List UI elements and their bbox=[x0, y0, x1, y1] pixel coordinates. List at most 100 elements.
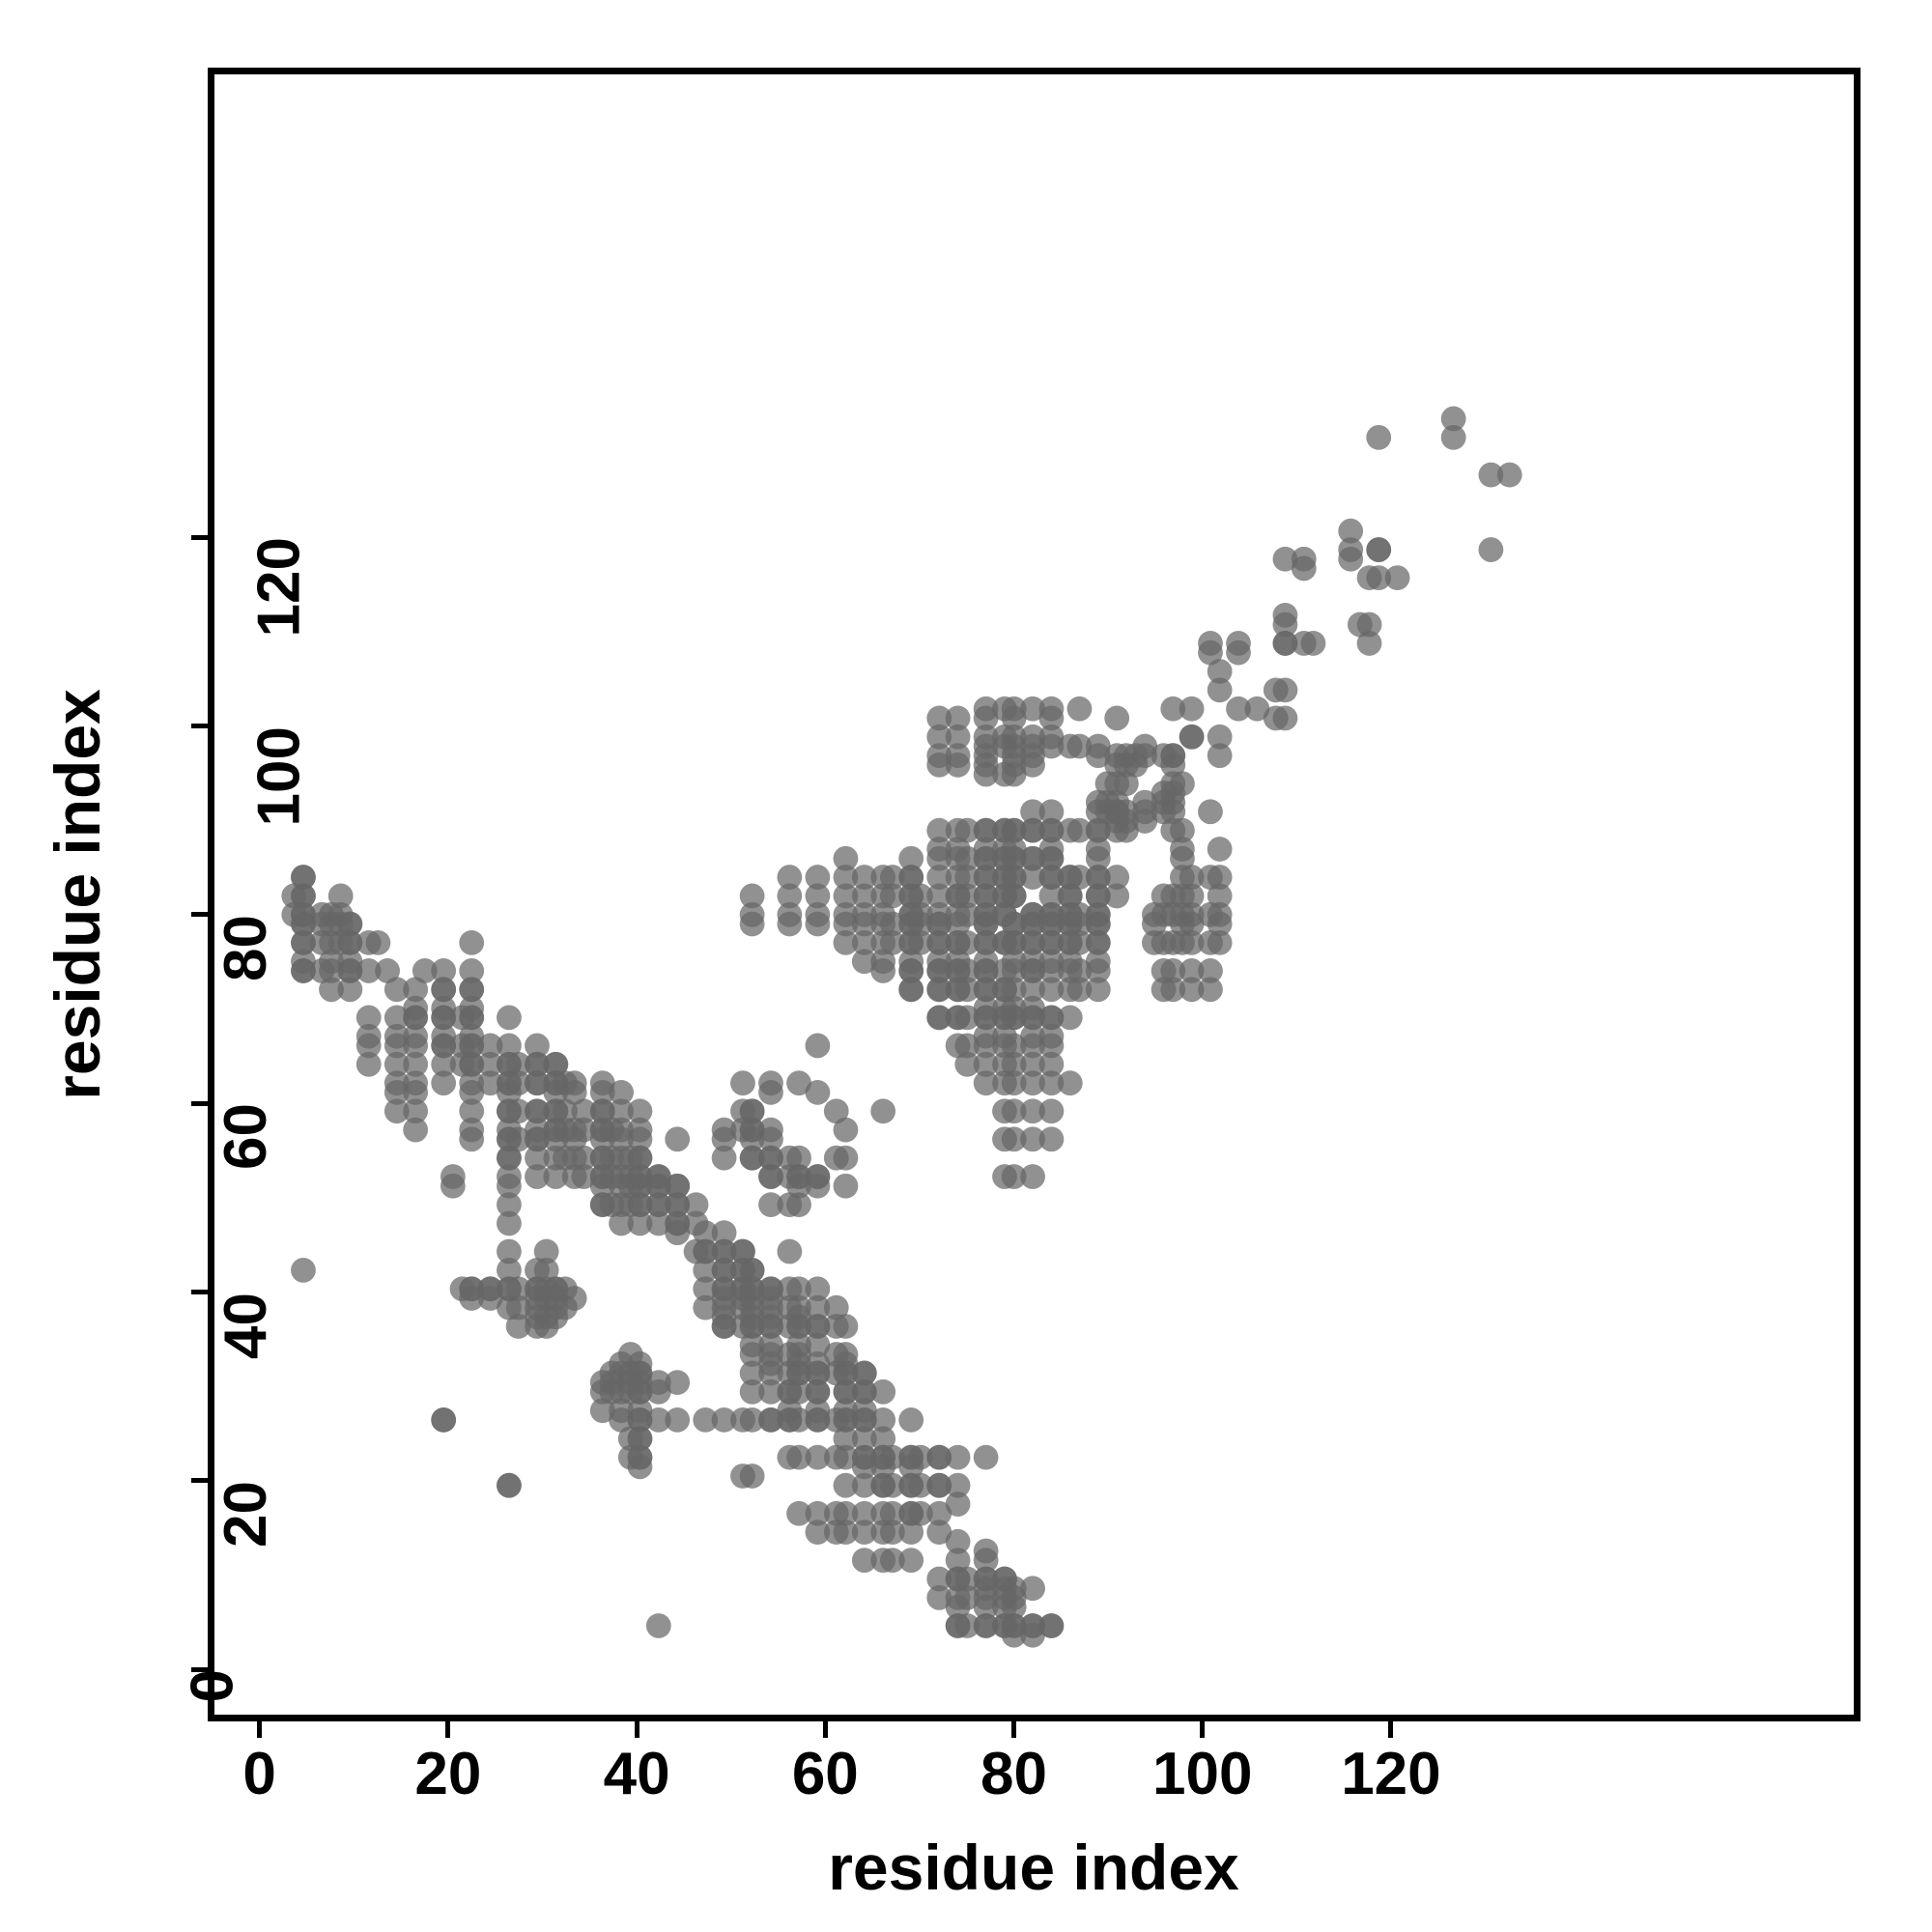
contact-point bbox=[1020, 845, 1045, 871]
contact-point bbox=[973, 865, 999, 890]
contact-point bbox=[683, 1192, 709, 1217]
contact-point bbox=[1066, 865, 1093, 890]
contact-point bbox=[739, 1360, 765, 1386]
contact-point bbox=[1066, 911, 1093, 937]
contact-point bbox=[739, 1342, 765, 1367]
contact-point bbox=[1160, 977, 1186, 1003]
contact-point bbox=[1179, 865, 1205, 890]
contact-point bbox=[1057, 1070, 1083, 1096]
x-tick-60 bbox=[822, 1721, 828, 1738]
contact-point bbox=[898, 1406, 924, 1433]
contact-point bbox=[412, 958, 438, 983]
contact-point bbox=[870, 929, 896, 955]
contact-point bbox=[431, 977, 457, 1003]
contact-point bbox=[954, 1033, 980, 1059]
contact-point bbox=[525, 1070, 550, 1096]
x-tick-label-0: 0 bbox=[242, 1741, 276, 1807]
contact-point bbox=[1001, 949, 1027, 975]
contact-point bbox=[898, 977, 924, 1003]
contact-point bbox=[1198, 639, 1223, 666]
contact-point bbox=[1020, 1576, 1045, 1602]
contact-point bbox=[833, 1520, 859, 1546]
contact-point bbox=[711, 1314, 737, 1339]
x-tick-100 bbox=[1200, 1721, 1206, 1738]
contact-point bbox=[431, 1023, 457, 1049]
contact-point bbox=[497, 1051, 522, 1077]
contact-point bbox=[1020, 817, 1045, 843]
contact-point bbox=[786, 1276, 811, 1302]
contact-point bbox=[384, 1051, 410, 1077]
y-tick-60 bbox=[191, 1100, 208, 1106]
contact-point bbox=[403, 1023, 429, 1049]
contact-point bbox=[973, 1051, 999, 1077]
contact-point bbox=[833, 1360, 859, 1386]
contact-point bbox=[627, 1406, 653, 1433]
contact-point bbox=[497, 1276, 522, 1302]
contact-point bbox=[693, 1220, 719, 1246]
contact-point bbox=[870, 883, 896, 909]
contact-point bbox=[543, 1098, 569, 1124]
contact-point bbox=[497, 1005, 522, 1031]
contact-point bbox=[1384, 565, 1410, 591]
contact-point bbox=[805, 1406, 831, 1433]
contact-point bbox=[459, 958, 485, 983]
contact-point bbox=[1272, 631, 1298, 656]
contact-point bbox=[1020, 1051, 1045, 1077]
contact-point bbox=[1356, 565, 1382, 591]
contact-point bbox=[926, 911, 952, 937]
contact-point bbox=[403, 1070, 429, 1096]
contact-point bbox=[431, 995, 457, 1021]
contact-point bbox=[1020, 1005, 1045, 1031]
contact-point bbox=[786, 1294, 811, 1321]
contact-point bbox=[1038, 883, 1065, 909]
contact-point bbox=[627, 1426, 653, 1452]
contact-point bbox=[497, 1070, 522, 1096]
y-tick-label-120: 120 bbox=[245, 537, 313, 638]
contact-point bbox=[805, 1500, 831, 1526]
contact-point bbox=[805, 1444, 831, 1470]
contact-point bbox=[870, 865, 896, 890]
x-tick-label-20: 20 bbox=[414, 1741, 482, 1807]
contact-point bbox=[973, 817, 999, 843]
contact-point bbox=[833, 1472, 859, 1498]
contact-point bbox=[1066, 696, 1093, 722]
contact-point bbox=[1207, 659, 1233, 684]
y-tick-100 bbox=[191, 724, 208, 729]
contact-point bbox=[739, 1294, 765, 1321]
contact-point bbox=[973, 883, 999, 909]
contact-point bbox=[833, 1314, 859, 1339]
contact-point bbox=[805, 1276, 831, 1302]
contact-point bbox=[1338, 546, 1364, 572]
contact-point bbox=[954, 1613, 980, 1638]
contact-point bbox=[403, 1051, 429, 1077]
contact-point bbox=[337, 929, 363, 955]
contact-point bbox=[355, 1051, 382, 1077]
contact-point bbox=[477, 1033, 503, 1059]
contact-point bbox=[1085, 911, 1111, 937]
plot-frame bbox=[208, 68, 1861, 1721]
contact-point bbox=[973, 901, 999, 927]
contact-point bbox=[954, 1566, 980, 1592]
contact-point bbox=[711, 1145, 737, 1171]
contact-point bbox=[1478, 462, 1504, 488]
contact-point bbox=[1020, 696, 1045, 722]
contact-point bbox=[1104, 883, 1130, 909]
contact-point bbox=[758, 1378, 783, 1405]
contact-point bbox=[1038, 724, 1065, 750]
contact-point bbox=[1085, 929, 1111, 955]
contact-point bbox=[665, 1370, 691, 1396]
contact-point bbox=[926, 817, 952, 843]
contact-point bbox=[1179, 724, 1205, 750]
contact-point bbox=[954, 977, 980, 1003]
contact-point bbox=[1244, 696, 1270, 722]
contact-point bbox=[851, 1444, 877, 1470]
x-tick-120 bbox=[1388, 1721, 1394, 1738]
y-tick-label-80: 80 bbox=[212, 914, 279, 981]
contact-point bbox=[739, 1117, 765, 1143]
contact-point bbox=[805, 1314, 831, 1339]
contact-point bbox=[1272, 611, 1298, 638]
contact-point bbox=[1085, 865, 1111, 890]
contact-point bbox=[992, 883, 1017, 909]
contact-point bbox=[403, 1117, 429, 1143]
y-tick-0 bbox=[191, 1666, 208, 1672]
